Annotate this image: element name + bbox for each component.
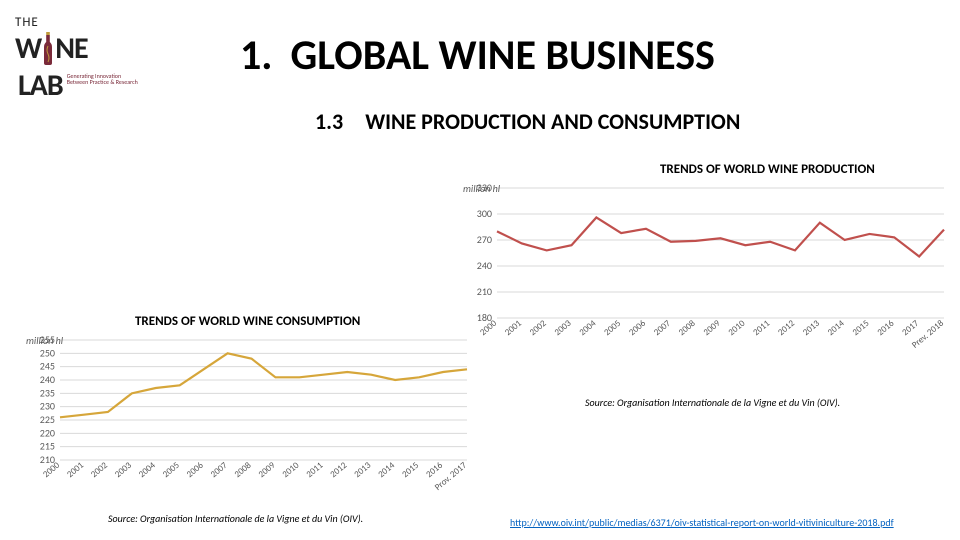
svg-text:2008: 2008 — [677, 318, 698, 338]
production-chart-title: TRENDS OF WORLD WINE PRODUCTION — [660, 162, 875, 177]
svg-text:270: 270 — [477, 233, 492, 246]
svg-text:2010: 2010 — [280, 460, 301, 480]
svg-text:2006: 2006 — [627, 318, 648, 338]
svg-text:2009: 2009 — [701, 318, 722, 338]
svg-text:2001: 2001 — [65, 460, 86, 480]
svg-text:2003: 2003 — [552, 318, 573, 338]
svg-text:300: 300 — [477, 207, 492, 220]
svg-text:2006: 2006 — [185, 460, 206, 480]
svg-text:2012: 2012 — [328, 460, 349, 480]
consumption-chart: 210215220225230235240245250255million hl… — [18, 332, 473, 502]
subsection-title: WINE PRODUCTION AND CONSUMPTION — [365, 108, 740, 135]
svg-text:2011: 2011 — [304, 460, 325, 480]
svg-text:2015: 2015 — [850, 318, 871, 338]
logo-top-text: THE — [15, 15, 145, 30]
svg-text:215: 215 — [40, 440, 55, 453]
production-chart: 180210240270300330million hl200020012002… — [455, 180, 950, 360]
svg-text:2014: 2014 — [376, 460, 397, 480]
section-number: 1. — [240, 30, 273, 81]
svg-text:2013: 2013 — [352, 460, 373, 480]
svg-text:250: 250 — [40, 346, 55, 359]
svg-text:2010: 2010 — [726, 318, 747, 338]
svg-text:2004: 2004 — [577, 318, 598, 338]
svg-text:2013: 2013 — [801, 318, 822, 338]
svg-text:230: 230 — [40, 400, 55, 413]
svg-text:2008: 2008 — [232, 460, 253, 480]
svg-text:2004: 2004 — [137, 460, 158, 480]
wine-bottle-icon — [43, 32, 53, 66]
svg-text:220: 220 — [40, 426, 55, 439]
svg-text:240: 240 — [40, 373, 55, 386]
svg-text:2002: 2002 — [89, 460, 110, 480]
svg-text:million hl: million hl — [463, 182, 501, 195]
svg-text:2005: 2005 — [602, 318, 623, 338]
svg-text:2009: 2009 — [256, 460, 277, 480]
svg-text:225: 225 — [40, 413, 55, 426]
svg-text:2015: 2015 — [400, 460, 421, 480]
logo-sub2: Between Practice & Research — [67, 79, 138, 85]
svg-text:2005: 2005 — [161, 460, 182, 480]
svg-text:2011: 2011 — [751, 318, 772, 338]
svg-text:2002: 2002 — [528, 318, 549, 338]
consumption-chart-title: TRENDS OF WORLD WINE CONSUMPTION — [135, 314, 360, 329]
svg-text:2012: 2012 — [776, 318, 797, 338]
svg-text:210: 210 — [477, 285, 492, 298]
svg-text:2014: 2014 — [826, 318, 847, 338]
source-link[interactable]: http://www.oiv.int/public/medias/6371/oi… — [510, 516, 894, 529]
logo-main: W NE — [15, 30, 145, 67]
logo-block: THE W NE LAB Generating Innovation Betwe… — [15, 15, 145, 104]
section-header: 1. GLOBAL WINE BUSINESS — [240, 30, 715, 81]
svg-text:240: 240 — [477, 259, 492, 272]
svg-text:245: 245 — [40, 360, 55, 373]
svg-text:2001: 2001 — [503, 318, 524, 338]
svg-text:million hl: million hl — [26, 334, 64, 347]
svg-text:2007: 2007 — [652, 318, 673, 338]
svg-text:2003: 2003 — [113, 460, 134, 480]
logo-w: W — [15, 30, 41, 67]
consumption-source: Source: Organisation Internationale de l… — [108, 512, 363, 525]
svg-text:2007: 2007 — [208, 460, 229, 480]
subsection-number: 1.3 — [315, 108, 343, 135]
production-source: Source: Organisation Internationale de l… — [585, 396, 840, 409]
logo-ne: NE — [55, 30, 87, 67]
logo-lab: LAB — [18, 67, 63, 104]
svg-text:2016: 2016 — [875, 318, 896, 338]
section-title: GLOBAL WINE BUSINESS — [291, 30, 715, 81]
svg-text:235: 235 — [40, 386, 55, 399]
subsection-header: 1.3 WINE PRODUCTION AND CONSUMPTION — [315, 108, 740, 135]
